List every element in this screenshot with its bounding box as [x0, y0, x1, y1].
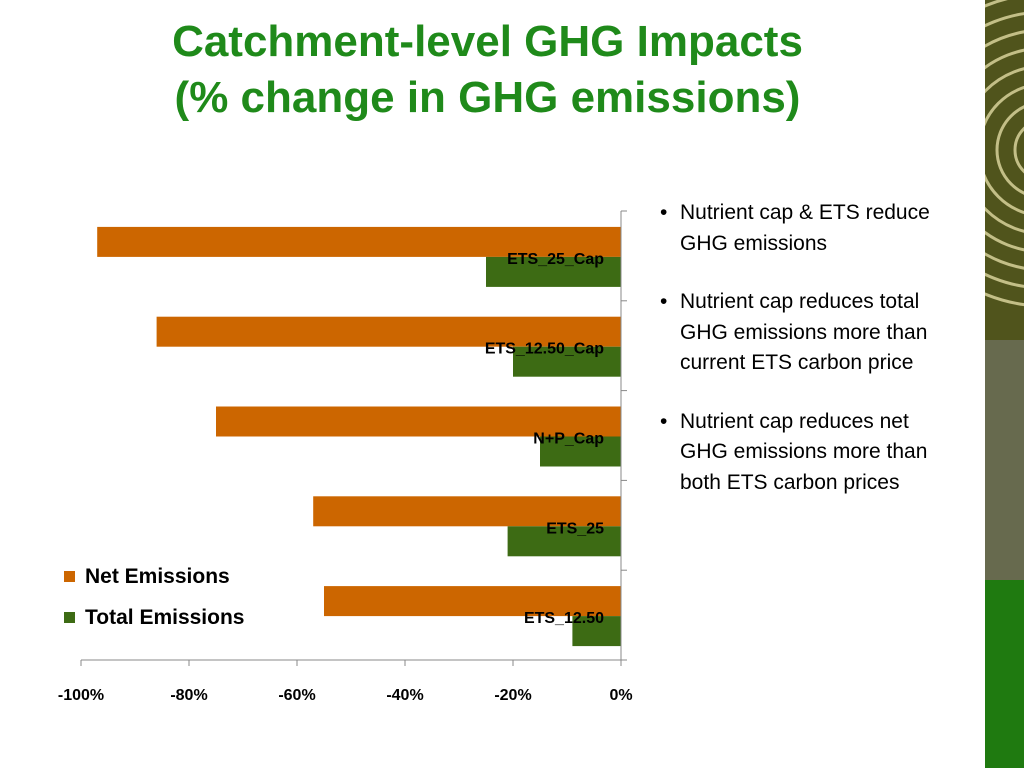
bullet-item: • Nutrient cap reduces total GHG emissio… — [660, 287, 960, 379]
legend-item-net: Net Emissions — [64, 556, 244, 597]
category-label: ETS_12.50 — [524, 610, 604, 627]
bullet-item: • Nutrient cap & ETS reduce GHG emission… — [660, 198, 960, 259]
x-tick-label: -40% — [386, 687, 423, 704]
bar-net-emissions — [97, 226, 621, 257]
sidebar-top-band — [985, 0, 1024, 340]
bar-net-emissions — [324, 586, 621, 617]
legend-swatch-net — [64, 571, 75, 582]
bullet-dot: • — [660, 290, 668, 313]
category-label: ETS_12.50_Cap — [485, 341, 604, 358]
slide-title: Catchment-level GHG Impacts (% change in… — [0, 14, 975, 126]
legend-label-total: Total Emissions — [85, 605, 245, 629]
swirl-pattern-icon — [985, 0, 1024, 307]
legend-label-net: Net Emissions — [85, 564, 230, 588]
x-tick-label: 0% — [609, 687, 632, 704]
x-tick-label: -100% — [58, 687, 104, 704]
bar-net-emissions — [216, 406, 621, 437]
decorative-sidebar — [985, 0, 1024, 768]
title-line-2: (% change in GHG emissions) — [174, 73, 801, 122]
bar-chart: ETS_25_Cap ETS_12.50_Cap N+P_Cap ETS_25 ETS_… — [58, 210, 633, 704]
bullet-text: Nutrient cap & ETS reduce GHG emissions — [680, 201, 930, 255]
category-label: ETS_25 — [546, 520, 604, 537]
bullet-dot: • — [660, 409, 668, 433]
legend-item-total: Total Emissions — [64, 597, 244, 638]
bar-total-emissions — [513, 346, 621, 377]
sidebar-bottom-band — [985, 580, 1024, 768]
x-tick-label: -20% — [494, 687, 531, 704]
bar-net-emissions — [313, 496, 621, 527]
title-line-1: Catchment-level GHG Impacts — [172, 17, 803, 66]
x-tick-label: -60% — [278, 687, 315, 704]
bullet-dot: • — [660, 201, 668, 224]
x-tick-label: -80% — [170, 687, 207, 704]
bar-total-emissions — [540, 436, 621, 467]
bar-total-emissions — [572, 616, 621, 647]
bar-net-emissions — [156, 316, 621, 347]
sidebar-middle-band — [985, 340, 1024, 580]
chart-legend: Net Emissions Total Emissions — [64, 556, 244, 638]
category-label: ETS_25_Cap — [507, 251, 604, 268]
bullet-list: • Nutrient cap & ETS reduce GHG emission… — [660, 198, 960, 526]
bar-total-emissions — [507, 526, 621, 557]
bullet-text: Nutrient cap reduces net GHG emissions m… — [680, 409, 928, 494]
bar-total-emissions — [486, 256, 621, 287]
bullet-item: • Nutrient cap reduces net GHG emissions… — [660, 407, 960, 499]
bullet-text: Nutrient cap reduces total GHG emissions… — [680, 290, 928, 374]
legend-swatch-total — [64, 612, 75, 623]
category-label: N+P_Cap — [533, 431, 604, 448]
